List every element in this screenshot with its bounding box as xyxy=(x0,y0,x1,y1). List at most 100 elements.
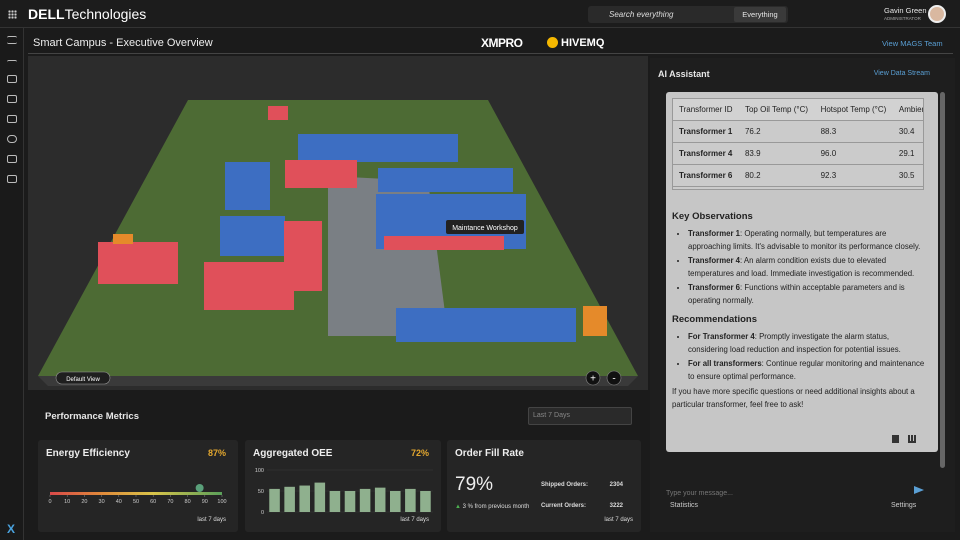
tick-label: 100 xyxy=(217,499,226,505)
x-logo: X xyxy=(7,522,16,536)
item-text: : Continue regular monitoring and mainte… xyxy=(688,359,925,381)
y-tick-label: 50 xyxy=(258,489,264,495)
calendar-icon[interactable] xyxy=(7,75,17,83)
current-value: 3222 xyxy=(609,503,623,509)
order-footer: last 7 days xyxy=(604,517,633,523)
item-lead: For all transformers xyxy=(688,359,762,368)
divider xyxy=(28,53,953,54)
search-box[interactable]: Search everything Everything xyxy=(588,6,788,23)
list-item: Transformer 6: Functions within acceptab… xyxy=(688,281,930,307)
shipped-label: Shipped Orders: xyxy=(541,482,589,488)
order-card: Order Fill Rate 79% ▲ 3 % from previous … xyxy=(447,440,641,532)
add-icon[interactable] xyxy=(7,60,17,68)
table-wrap: Transformer ID Top Oil Temp (°C) Hotspot T… xyxy=(672,98,924,190)
image-icon[interactable] xyxy=(7,115,17,123)
grid-icon[interactable] xyxy=(7,155,17,163)
order-value: 79% xyxy=(455,474,494,495)
chart-icon[interactable] xyxy=(908,435,916,443)
observations-title: Key Observations xyxy=(672,211,753,222)
map-label: Maintance Workshop xyxy=(452,225,518,232)
date-picker[interactable]: Last 7 Days xyxy=(528,407,632,425)
building xyxy=(220,216,285,256)
table-row: Transformer 4 83.9 96.0 29.1 xyxy=(673,142,923,165)
table-cell: 30.5 xyxy=(892,164,923,187)
tick-label: 0 xyxy=(48,499,51,505)
settings-toggle[interactable]: Settings xyxy=(891,502,917,509)
order-title: Order Fill Rate xyxy=(455,448,524,459)
tick-label: 40 xyxy=(116,499,122,505)
table-cell: 29.1 xyxy=(892,142,923,165)
gauge-marker xyxy=(195,484,204,492)
shipped-value: 2304 xyxy=(609,482,623,488)
doc-icon[interactable] xyxy=(7,95,17,103)
table-cell: 30.4 xyxy=(892,120,923,143)
table-row: Transformer 1 76.2 88.3 30.4 xyxy=(673,120,923,143)
order-change: ▲ 3 % from previous month xyxy=(455,504,529,510)
tick-label: 20 xyxy=(81,499,87,505)
list-item: Transformer 4: An alarm condition exists… xyxy=(688,254,930,280)
top-bar: DELLTechnologies Search everything Every… xyxy=(0,0,960,28)
tick-label: 10 xyxy=(64,499,70,505)
building xyxy=(285,160,357,188)
search-placeholder: Search everything xyxy=(609,10,674,19)
tick-label: 90 xyxy=(202,499,208,505)
table-cell: 92.3 xyxy=(814,164,893,187)
oee-card: Aggregated OEE 72% 0 50 100 last 7 days xyxy=(245,440,441,532)
item-lead: For Transformer 4 xyxy=(688,332,755,341)
header-row: Transformer ID Top Oil Temp (°C) Hotspot T… xyxy=(673,99,923,121)
zoom-out[interactable] xyxy=(606,370,622,386)
link-icon[interactable] xyxy=(7,135,17,143)
bar xyxy=(284,486,295,512)
card-icon[interactable] xyxy=(7,175,17,183)
sidebar: X xyxy=(0,28,24,540)
item-lead: Transformer 4 xyxy=(688,256,741,265)
campus-map[interactable]: Maintance Workshop Default View + - xyxy=(28,56,648,390)
menu-icon[interactable] xyxy=(7,36,17,44)
table-cell: 76.2 xyxy=(738,120,815,143)
item-text: : Promptly investigate the alarm status,… xyxy=(688,332,901,354)
page-title: Smart Campus - Executive Overview xyxy=(33,37,213,49)
send-icon[interactable] xyxy=(914,486,924,494)
data-table: Transformer ID Top Oil Temp (°C) Hotspot T… xyxy=(673,99,923,187)
map-label-bg xyxy=(446,220,524,234)
up-arrow: ▲ xyxy=(455,504,463,510)
table-cell: Transformer 1 xyxy=(673,120,739,143)
mags-link[interactable]: View MAGS Team xyxy=(882,39,943,48)
column-header: Transformer ID xyxy=(673,99,739,121)
list-item: For all transformers: Continue regular m… xyxy=(688,357,930,383)
zoom-in-label: + xyxy=(590,374,596,385)
bar xyxy=(269,488,280,512)
recommendations-title: Recommendations xyxy=(672,314,757,325)
observations-list: Transformer 1: Operating normally, but t… xyxy=(672,227,930,307)
closing-text: If you have more specific questions or n… xyxy=(672,387,915,409)
item-text: : An alarm condition exists due to eleva… xyxy=(688,256,915,278)
copy-icon[interactable] xyxy=(892,435,899,443)
zoom-in[interactable] xyxy=(585,370,601,386)
zoom-out-label: - xyxy=(612,374,615,385)
bar xyxy=(344,491,356,512)
item-lead: Transformer 6 xyxy=(688,283,741,292)
column-header: Top Oil Temp (°C) xyxy=(738,99,815,121)
apps-icon[interactable] xyxy=(8,10,17,19)
default-view-button[interactable] xyxy=(55,371,111,385)
list-item: Transformer 1: Operating normally, but t… xyxy=(688,227,930,253)
avatar[interactable] xyxy=(928,5,946,23)
ground-edge xyxy=(38,376,638,386)
current-label: Current Orders: xyxy=(541,503,587,509)
bar xyxy=(389,491,401,512)
building xyxy=(204,262,294,310)
building xyxy=(378,168,513,192)
message-input[interactable]: Type your message... xyxy=(666,482,938,498)
statistics-toggle[interactable]: Statistics xyxy=(670,502,699,509)
ai-panel: AI Assistant View Data Stream Transforme… xyxy=(650,58,955,532)
search-scope[interactable]: Everything xyxy=(734,7,786,22)
data-stream-link[interactable]: View Data Stream xyxy=(873,70,930,77)
oee-value: 72% xyxy=(410,448,429,458)
table-cell: 88.3 xyxy=(814,120,893,143)
y-tick-label: 0 xyxy=(261,510,264,516)
scrollbar xyxy=(940,92,945,468)
building xyxy=(225,162,270,210)
buildings xyxy=(98,106,607,342)
response-box: Transformer ID Top Oil Temp (°C) Hotspot T… xyxy=(666,92,938,452)
